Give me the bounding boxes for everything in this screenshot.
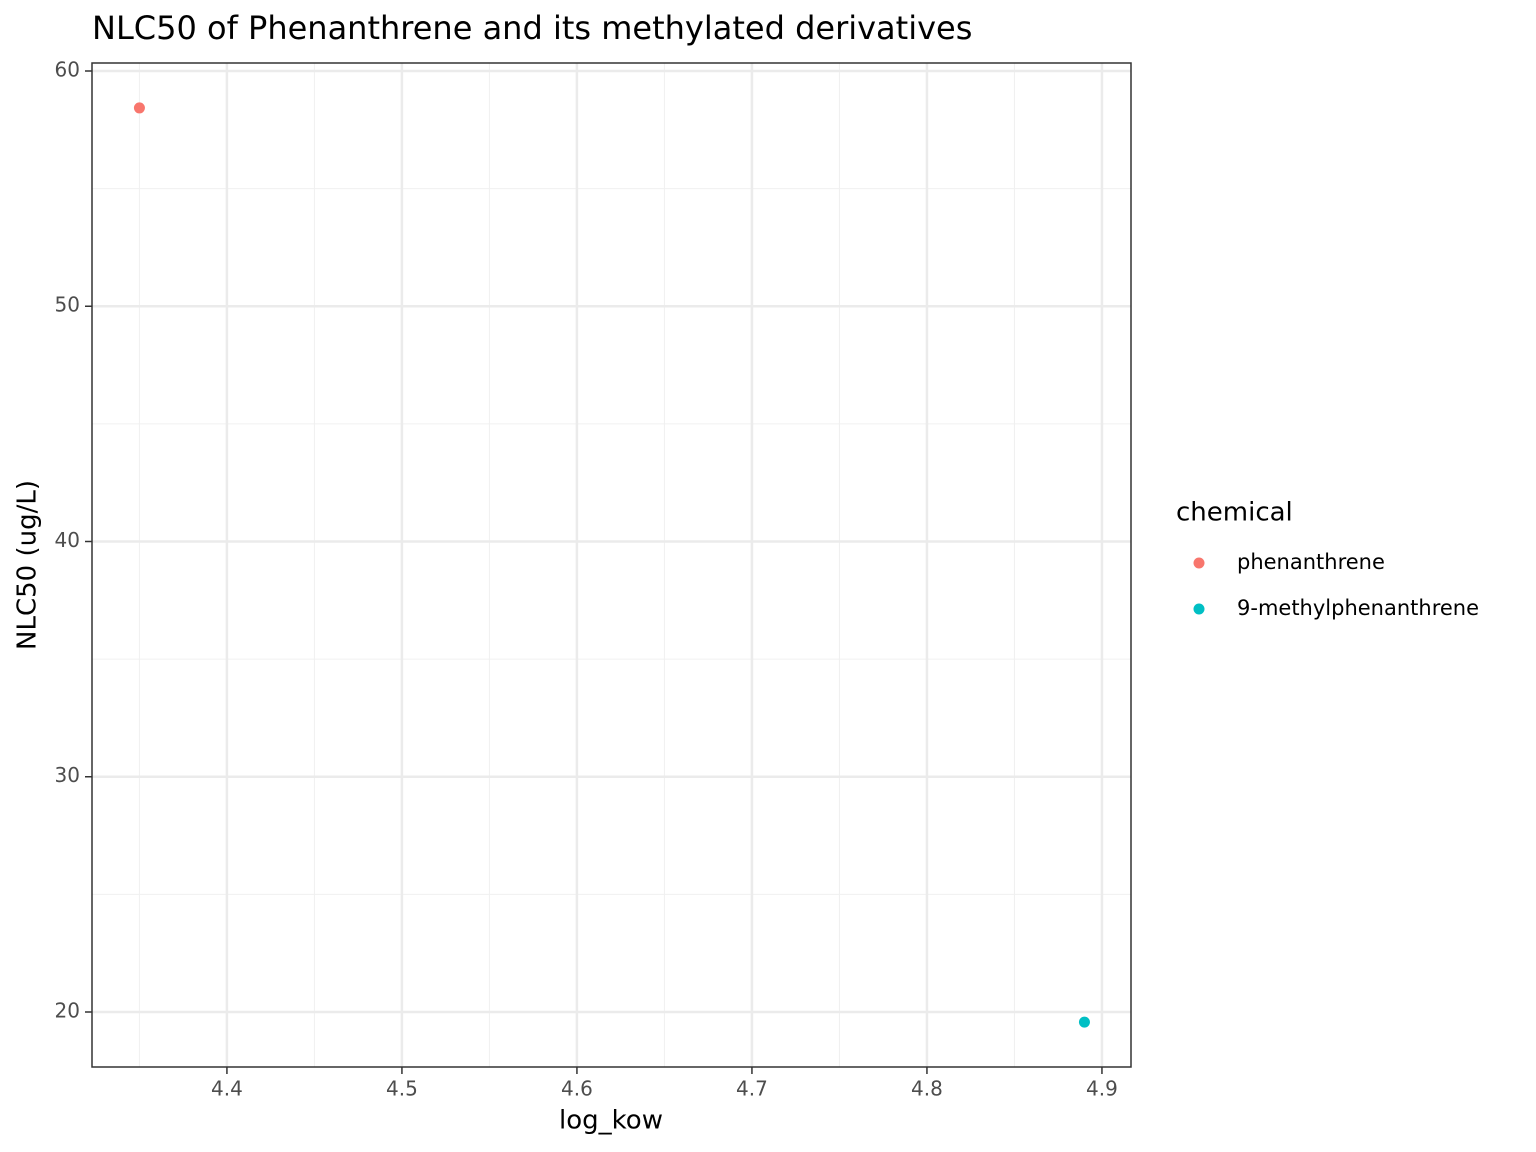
x-tick-label: 4.6: [561, 1077, 593, 1101]
legend-label: 9-methylphenanthrene: [1237, 596, 1479, 620]
x-tick-label: 4.8: [911, 1077, 943, 1101]
x-tick-label: 4.9: [1086, 1077, 1118, 1101]
y-axis-label: NLC50 (ug/L): [13, 480, 43, 650]
x-tick-label: 4.5: [386, 1077, 418, 1101]
point: [133, 102, 145, 114]
legend-label: phenanthrene: [1237, 550, 1385, 574]
y-tick-label: 30: [55, 763, 80, 787]
y-tick-label: 20: [55, 998, 80, 1022]
x-axis-label: log_kow: [559, 1106, 663, 1136]
x-tick-label: 4.4: [211, 1077, 243, 1101]
y-tick-label: 60: [55, 57, 80, 81]
plot-border: [91, 62, 1132, 1068]
x-tick-label: 4.7: [736, 1077, 768, 1101]
legend-marker: [1193, 603, 1205, 615]
legend-marker: [1193, 557, 1205, 569]
y-tick-label: 40: [55, 528, 80, 552]
plot-background: [92, 63, 1131, 1067]
point: [1078, 1016, 1090, 1028]
chart-title: NLC50 of Phenanthrene and its methylated…: [92, 9, 972, 47]
y-tick-label: 50: [55, 293, 80, 317]
legend-title: chemical: [1176, 498, 1293, 528]
